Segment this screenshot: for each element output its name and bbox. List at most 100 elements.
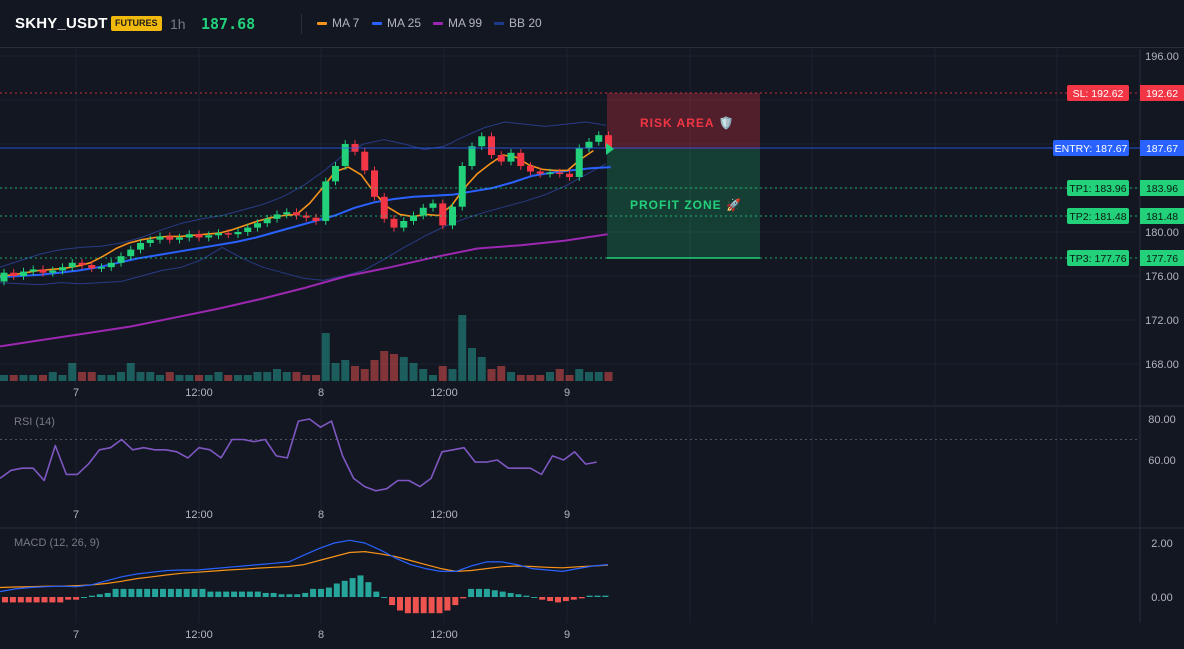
macd-histogram-bar bbox=[136, 588, 143, 597]
macd-histogram-bar bbox=[404, 597, 411, 614]
volume-bar bbox=[185, 375, 194, 381]
macd-histogram-bar bbox=[389, 597, 396, 606]
volume-bar bbox=[380, 351, 389, 381]
axis-price-tag-text: 181.48 bbox=[1146, 211, 1178, 223]
volume-bar bbox=[594, 372, 603, 381]
time-axis-label: 7 bbox=[73, 629, 79, 641]
candle-body bbox=[185, 234, 193, 238]
candle-body bbox=[439, 203, 447, 226]
macd-histogram-bar bbox=[144, 588, 151, 597]
macd-histogram-bar bbox=[397, 597, 403, 611]
bb-lower-line bbox=[0, 163, 607, 286]
candle-body bbox=[68, 262, 76, 268]
macd-histogram-bar bbox=[515, 594, 522, 597]
macd-histogram-bar bbox=[49, 597, 56, 603]
candle-body bbox=[88, 265, 96, 269]
candle-body bbox=[195, 234, 203, 238]
axis-price-tag-text: 183.96 bbox=[1146, 183, 1178, 195]
candle-body bbox=[527, 166, 534, 172]
candle-body bbox=[458, 166, 466, 207]
volume-bar bbox=[29, 375, 38, 381]
legend-ma7[interactable]: MA 7 bbox=[317, 16, 359, 30]
macd-histogram-bar bbox=[325, 587, 332, 597]
candle-body bbox=[293, 212, 300, 216]
price-axis-label: 196.00 bbox=[1145, 51, 1179, 63]
candle-body bbox=[585, 141, 593, 149]
candle-body bbox=[478, 136, 486, 147]
macd-histogram-bar bbox=[81, 597, 87, 598]
candle-body bbox=[361, 151, 369, 171]
time-axis-label: 8 bbox=[318, 629, 324, 641]
volume-bar bbox=[107, 375, 116, 381]
macd-histogram-bar bbox=[570, 597, 577, 600]
time-axis-label: 9 bbox=[564, 629, 570, 641]
candle-body bbox=[488, 136, 495, 155]
candle-body bbox=[234, 232, 242, 235]
volume-bar bbox=[243, 375, 252, 381]
symbol-name[interactable]: SKHY_USDT bbox=[15, 15, 108, 32]
axis-price-tag bbox=[1140, 180, 1184, 196]
legend-label: MA 7 bbox=[332, 16, 360, 30]
macd-histogram-bar bbox=[231, 591, 238, 597]
volume-bar bbox=[555, 369, 564, 381]
level-label: TP3: 177.76 bbox=[1067, 250, 1129, 266]
candle-body bbox=[536, 171, 544, 174]
candle-body bbox=[419, 207, 427, 216]
volume-bar bbox=[19, 375, 28, 381]
volume-bar bbox=[97, 375, 106, 381]
time-axis-label: 12:00 bbox=[430, 629, 458, 641]
legend-ma99[interactable]: MA 99 bbox=[433, 16, 482, 30]
candle-body bbox=[497, 155, 505, 162]
candle-body bbox=[146, 239, 154, 243]
time-axis-label: 12:00 bbox=[185, 387, 213, 399]
macd-histogram-bar bbox=[207, 591, 214, 597]
level-label-text: TP2: 181.48 bbox=[1069, 211, 1126, 223]
candle-body bbox=[517, 152, 525, 166]
volume-bar bbox=[546, 372, 554, 381]
macd-histogram-bar bbox=[539, 597, 546, 600]
candle-body bbox=[29, 269, 37, 272]
macd-histogram-bar bbox=[483, 588, 490, 597]
macd-histogram-bar bbox=[318, 588, 324, 597]
candle-body bbox=[341, 144, 349, 166]
legend-ma25[interactable]: MA 25 bbox=[372, 16, 421, 30]
rsi-axis-label: 60.00 bbox=[1148, 455, 1176, 467]
timeframe-label[interactable]: 1h bbox=[170, 16, 186, 32]
macd-histogram-bar bbox=[302, 592, 309, 597]
macd-histogram-bar bbox=[270, 592, 277, 597]
axis-price-tag bbox=[1140, 250, 1184, 266]
macd-histogram-bar bbox=[120, 588, 127, 597]
macd-histogram-bar bbox=[160, 588, 166, 597]
volume-bar bbox=[165, 372, 174, 381]
volume-bar bbox=[117, 372, 125, 381]
candle-body bbox=[468, 146, 476, 166]
volume-bar bbox=[224, 375, 233, 381]
legend-bb20[interactable]: BB 20 bbox=[494, 16, 542, 30]
axis-price-tag-text: 187.67 bbox=[1146, 143, 1178, 155]
level-label: SL: 192.62 bbox=[1067, 85, 1129, 101]
legend-swatch bbox=[317, 21, 327, 25]
macd-histogram-bar bbox=[460, 597, 467, 599]
candle-body bbox=[107, 262, 115, 268]
volume-bar bbox=[331, 363, 340, 381]
volume-bar bbox=[487, 369, 496, 381]
candle-body bbox=[254, 223, 261, 228]
candle-body bbox=[283, 212, 291, 215]
rsi-title: RSI (14) bbox=[14, 416, 55, 428]
legend-label: BB 20 bbox=[509, 16, 542, 30]
volume-bar bbox=[136, 372, 145, 381]
macd-histogram-bar bbox=[223, 591, 230, 597]
macd-histogram-bar bbox=[412, 597, 419, 614]
macd-axis-label: 2.00 bbox=[1151, 538, 1172, 550]
volume-bar bbox=[126, 363, 135, 381]
candle-body bbox=[215, 233, 222, 236]
macd-histogram-bar bbox=[468, 588, 475, 597]
futures-badge: FUTURES bbox=[111, 16, 162, 31]
candle-body bbox=[556, 172, 564, 175]
volume-bar bbox=[253, 372, 262, 381]
macd-histogram-bar bbox=[33, 597, 40, 603]
macd-histogram-bar bbox=[17, 597, 24, 603]
macd-histogram-bar bbox=[420, 597, 427, 614]
level-label-bg bbox=[1067, 85, 1129, 101]
